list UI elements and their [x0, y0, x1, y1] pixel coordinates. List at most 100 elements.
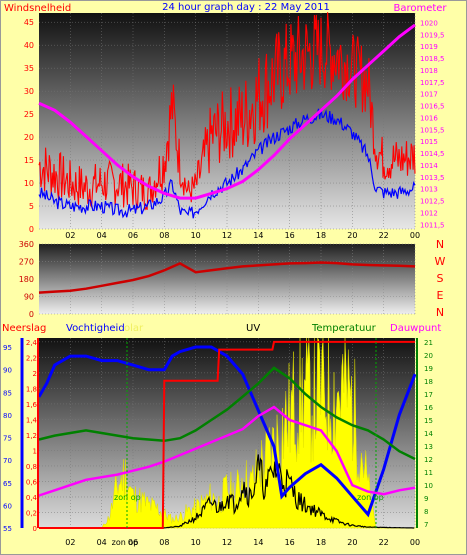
- barometer-label: Barometer: [393, 3, 447, 14]
- temperature-tick: 11: [424, 469, 433, 477]
- climate-time-axis: 02 04 06 08 10 12 14 16 18 20 22 00 zon op: [65, 538, 420, 547]
- sunrise-axis-label: zon op: [112, 538, 139, 547]
- wind-speed-tick: 0: [29, 225, 34, 234]
- direction-tick: 180: [19, 275, 34, 284]
- time-tick-label: 14: [253, 231, 263, 240]
- humidity-tick: 90: [3, 367, 12, 375]
- rain-tick: 0,6: [26, 478, 38, 486]
- direction-axis: 0 90 180 270 360: [19, 240, 34, 319]
- graph-title: 24 hour graph day : 22 May 2011: [162, 2, 330, 13]
- temperature-tick: 15: [424, 417, 433, 425]
- time-tick-label: 18: [316, 538, 326, 547]
- temperature-tick: 20: [424, 352, 433, 360]
- wind-speed-tick: 15: [24, 156, 34, 165]
- humidity-tick: 65: [3, 480, 12, 488]
- temperature-line: [38, 366, 416, 461]
- rain-label: Neerslag: [2, 323, 46, 334]
- time-tick-label: 16: [285, 231, 295, 240]
- barometer-tick: 1018,5: [420, 55, 445, 63]
- temperature-axis: 7 8 9 10 11 12 13 14 15 16 17 18 19 20 21: [416, 338, 433, 529]
- humidity-tick: 60: [3, 502, 12, 510]
- wind-speed-tick: 35: [24, 64, 34, 73]
- humidity-tick: 85: [3, 389, 12, 397]
- rain-tick: 0,8: [26, 463, 37, 471]
- rain-humidity-uv-temperature-chart: zon op zon op 0 0,2 0,4 0,6 0,8 1 1,2 1,4 1,6 1,8…: [3, 337, 433, 547]
- humidity-label: Vochtigheid: [66, 323, 125, 334]
- wind-speed-axis: 0 5 10 15 20 25 30 35 40 45: [24, 18, 34, 234]
- rain-tick: 0,4: [26, 494, 38, 502]
- wind-gust-series: [38, 12, 416, 211]
- compass-letter: E: [437, 289, 444, 302]
- rain-tick: 2,4: [26, 339, 38, 347]
- time-tick-label: 16: [285, 538, 295, 547]
- barometer-tick: 1013,5: [420, 174, 445, 182]
- humidity-axis: 55 60 65 70 75 80 85 90 95: [3, 338, 24, 533]
- barometer-tick: 1012,5: [420, 198, 445, 206]
- barometer-tick: 1014: [420, 162, 438, 170]
- barometer-line: [38, 23, 416, 200]
- barometer-tick: 1019: [420, 43, 438, 51]
- humidity-tick: 75: [3, 435, 12, 443]
- uv-label: UV: [246, 323, 260, 334]
- temperature-label: Temperatuur: [311, 323, 377, 334]
- time-tick-label: 06: [128, 231, 138, 240]
- wind-speed-tick: 25: [24, 110, 34, 119]
- temperature-tick: 12: [424, 456, 433, 464]
- direction-plot-area: [39, 244, 415, 314]
- barometer-tick: 1014,5: [420, 150, 445, 158]
- rain-axis: 0 0,2 0,4 0,6 0,8 1 1,2 1,4 1,6 1,8 2 2,2 2,4: [26, 338, 39, 533]
- compass-letter: N: [436, 306, 444, 319]
- compass-letter: N: [436, 238, 444, 251]
- barometer-tick: 1020: [420, 19, 438, 27]
- barometer-tick: 1011,5: [420, 221, 445, 229]
- temperature-tick: 13: [424, 443, 433, 451]
- time-tick-label: 12: [222, 231, 232, 240]
- time-tick-label: 00: [410, 231, 420, 240]
- rain-tick: 1: [33, 447, 37, 455]
- wind-speed-tick: 10: [24, 179, 34, 188]
- time-tick-label: 10: [191, 538, 201, 547]
- time-tick-label: 00: [410, 538, 420, 547]
- time-tick-label: 08: [159, 538, 169, 547]
- temperature-tick: 9: [424, 495, 428, 503]
- solar-label: olar: [124, 323, 144, 334]
- time-tick-label: 20: [347, 231, 357, 240]
- temperature-tick: 19: [424, 365, 433, 373]
- time-tick-label: 22: [379, 231, 389, 240]
- barometer-tick: 1017,5: [420, 79, 445, 87]
- compass-letter: W: [435, 255, 446, 268]
- barometer-tick: 1013: [420, 186, 438, 194]
- barometer-tick: 1016: [420, 114, 438, 122]
- wind-average-line: [38, 108, 416, 219]
- time-tick-label: 12: [222, 538, 232, 547]
- time-tick-label: 10: [191, 231, 201, 240]
- wind-speed-tick: 45: [24, 18, 34, 27]
- wind-speed-label: Windsnelheid: [4, 3, 71, 14]
- barometer-tick: 1019,5: [420, 31, 445, 39]
- sunset-plot-label: zon op: [357, 493, 384, 502]
- dewpoint-line: [38, 405, 416, 497]
- wind-time-axis: 02 04 06 08 10 12 14 16 18 20 22 00: [65, 231, 420, 240]
- barometer-tick: 1018: [420, 67, 438, 75]
- temperature-tick: 21: [424, 339, 433, 347]
- time-tick-label: 22: [379, 538, 389, 547]
- time-tick-label: 04: [97, 538, 107, 547]
- barometer-tick: 1017: [420, 91, 438, 99]
- time-tick-label: 02: [65, 231, 75, 240]
- barometer-tick: 1015,5: [420, 126, 445, 134]
- humidity-tick: 55: [3, 525, 12, 533]
- temperature-tick: 18: [424, 378, 433, 386]
- temperature-tick: 8: [424, 508, 428, 516]
- barometer-tick: 1016,5: [420, 103, 445, 111]
- temperature-tick: 7: [424, 521, 428, 529]
- humidity-tick: 80: [3, 412, 12, 420]
- barometer-tick: 1015: [420, 138, 438, 146]
- wind-speed-tick: 20: [24, 133, 34, 142]
- time-tick-label: 18: [316, 231, 326, 240]
- wind-direction-line: [38, 261, 416, 294]
- humidity-tick: 95: [3, 344, 12, 352]
